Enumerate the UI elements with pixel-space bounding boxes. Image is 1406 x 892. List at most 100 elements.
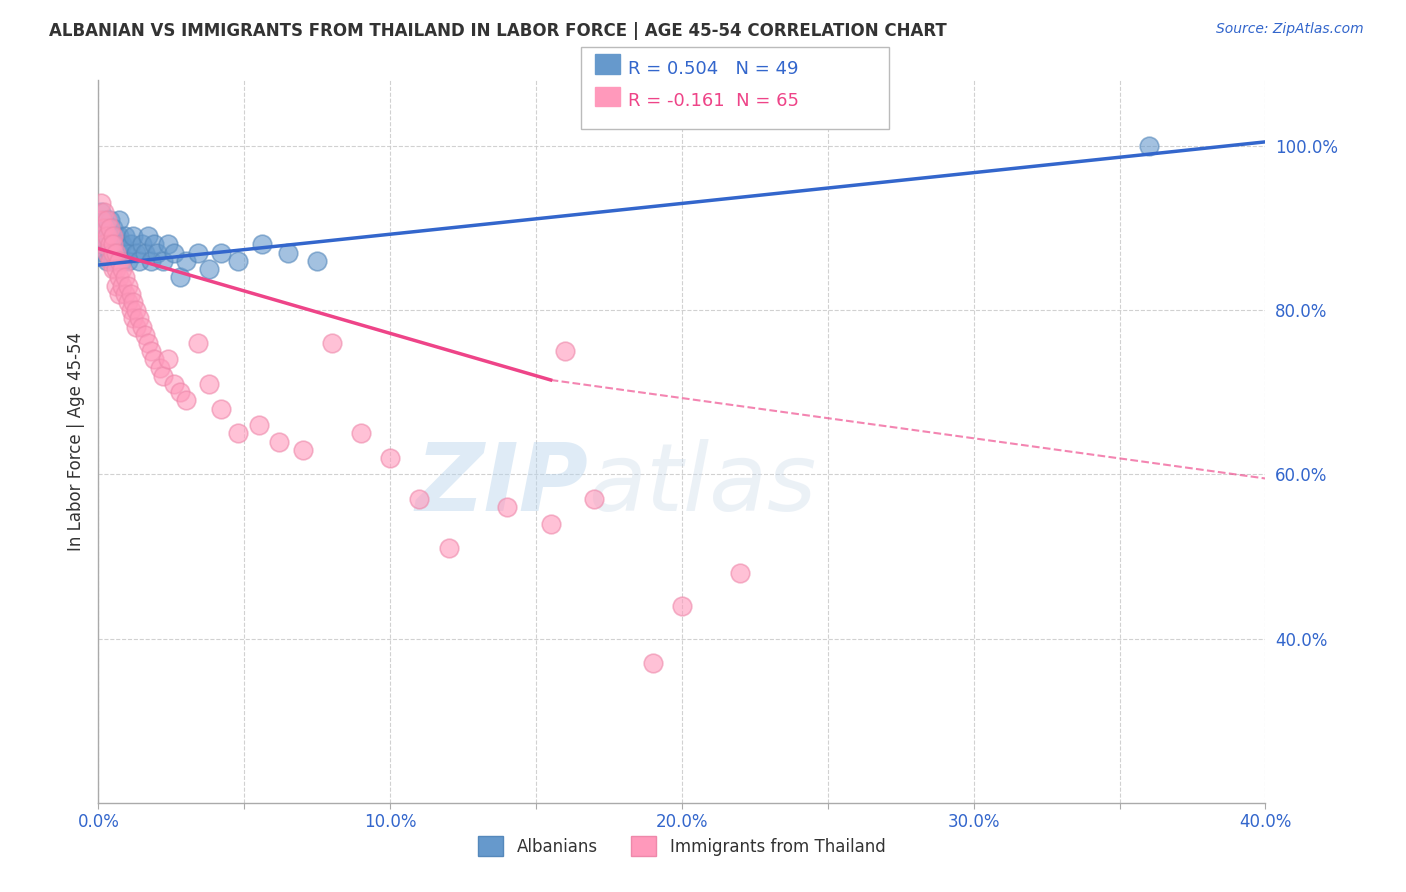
Point [174, 393, 197, 408]
Point [101, 253, 124, 268]
Point [152, 368, 174, 383]
Point [104, 278, 127, 293]
Point [583, 491, 606, 506]
Point [250, 237, 273, 252]
Point [90, 221, 112, 235]
Point [90, 212, 112, 227]
Point [163, 377, 186, 392]
Point [209, 401, 232, 416]
Point [101, 237, 124, 252]
Point [108, 229, 131, 244]
Text: Source: ZipAtlas.com: Source: ZipAtlas.com [1216, 22, 1364, 37]
Point [187, 336, 209, 351]
Point [101, 245, 124, 260]
Point [139, 253, 162, 268]
Point [496, 500, 519, 515]
Point [90, 237, 112, 252]
Point [104, 229, 127, 244]
Point [730, 566, 752, 580]
Point [111, 262, 134, 277]
Point [437, 541, 460, 556]
Point [554, 344, 576, 359]
Point [641, 657, 664, 671]
Point [108, 270, 131, 285]
Point [101, 221, 124, 235]
Point [120, 237, 142, 252]
Text: ZIP: ZIP [416, 439, 589, 531]
Point [93, 221, 115, 235]
Point [307, 253, 329, 268]
Point [146, 245, 169, 260]
Point [122, 311, 145, 326]
Point [108, 253, 131, 268]
Point [142, 352, 165, 367]
Point [96, 229, 118, 244]
Point [98, 221, 121, 235]
Point [277, 245, 299, 260]
Point [114, 229, 136, 244]
Point [187, 245, 209, 260]
Point [247, 418, 270, 433]
Point [93, 229, 115, 244]
Point [111, 253, 134, 268]
Point [93, 212, 115, 227]
Point [101, 262, 124, 277]
Point [98, 237, 121, 252]
Point [128, 311, 150, 326]
Point [114, 270, 136, 285]
Point [108, 212, 131, 227]
Point [111, 278, 134, 293]
Point [93, 204, 115, 219]
Point [96, 221, 118, 235]
Point [136, 229, 159, 244]
Point [125, 319, 148, 334]
Legend: Albanians, Immigrants from Thailand: Albanians, Immigrants from Thailand [472, 830, 891, 863]
Point [120, 286, 142, 301]
Point [98, 245, 121, 260]
Point [122, 295, 145, 310]
Text: atlas: atlas [589, 440, 817, 531]
Point [134, 327, 156, 342]
Point [157, 352, 180, 367]
Point [104, 262, 127, 277]
Point [174, 253, 197, 268]
Point [131, 319, 153, 334]
Point [117, 278, 139, 293]
Point [209, 245, 232, 260]
Point [108, 245, 131, 260]
Point [96, 253, 118, 268]
Point [198, 377, 221, 392]
Point [90, 229, 112, 244]
Point [96, 245, 118, 260]
Point [117, 295, 139, 310]
Point [111, 237, 134, 252]
Point [131, 237, 153, 252]
Point [198, 262, 221, 277]
Point [98, 212, 121, 227]
Text: R = -0.161  N = 65: R = -0.161 N = 65 [628, 92, 800, 110]
Point [114, 245, 136, 260]
Point [269, 434, 291, 449]
Point [350, 426, 373, 441]
Text: ALBANIAN VS IMMIGRANTS FROM THAILAND IN LABOR FORCE | AGE 45-54 CORRELATION CHAR: ALBANIAN VS IMMIGRANTS FROM THAILAND IN … [49, 22, 948, 40]
Point [125, 245, 148, 260]
Point [93, 237, 115, 252]
Point [90, 204, 112, 219]
Point [134, 245, 156, 260]
Point [228, 426, 250, 441]
Point [228, 253, 250, 268]
Point [98, 229, 121, 244]
Point [380, 450, 402, 465]
Point [157, 237, 180, 252]
Point [98, 253, 121, 268]
Point [128, 253, 150, 268]
Point [90, 196, 112, 211]
Point [163, 245, 186, 260]
Point [291, 442, 314, 457]
Point [149, 360, 172, 375]
Point [321, 336, 343, 351]
Point [117, 253, 139, 268]
Point [101, 237, 124, 252]
Y-axis label: In Labor Force | Age 45-54: In Labor Force | Age 45-54 [66, 332, 84, 551]
Point [120, 303, 142, 318]
